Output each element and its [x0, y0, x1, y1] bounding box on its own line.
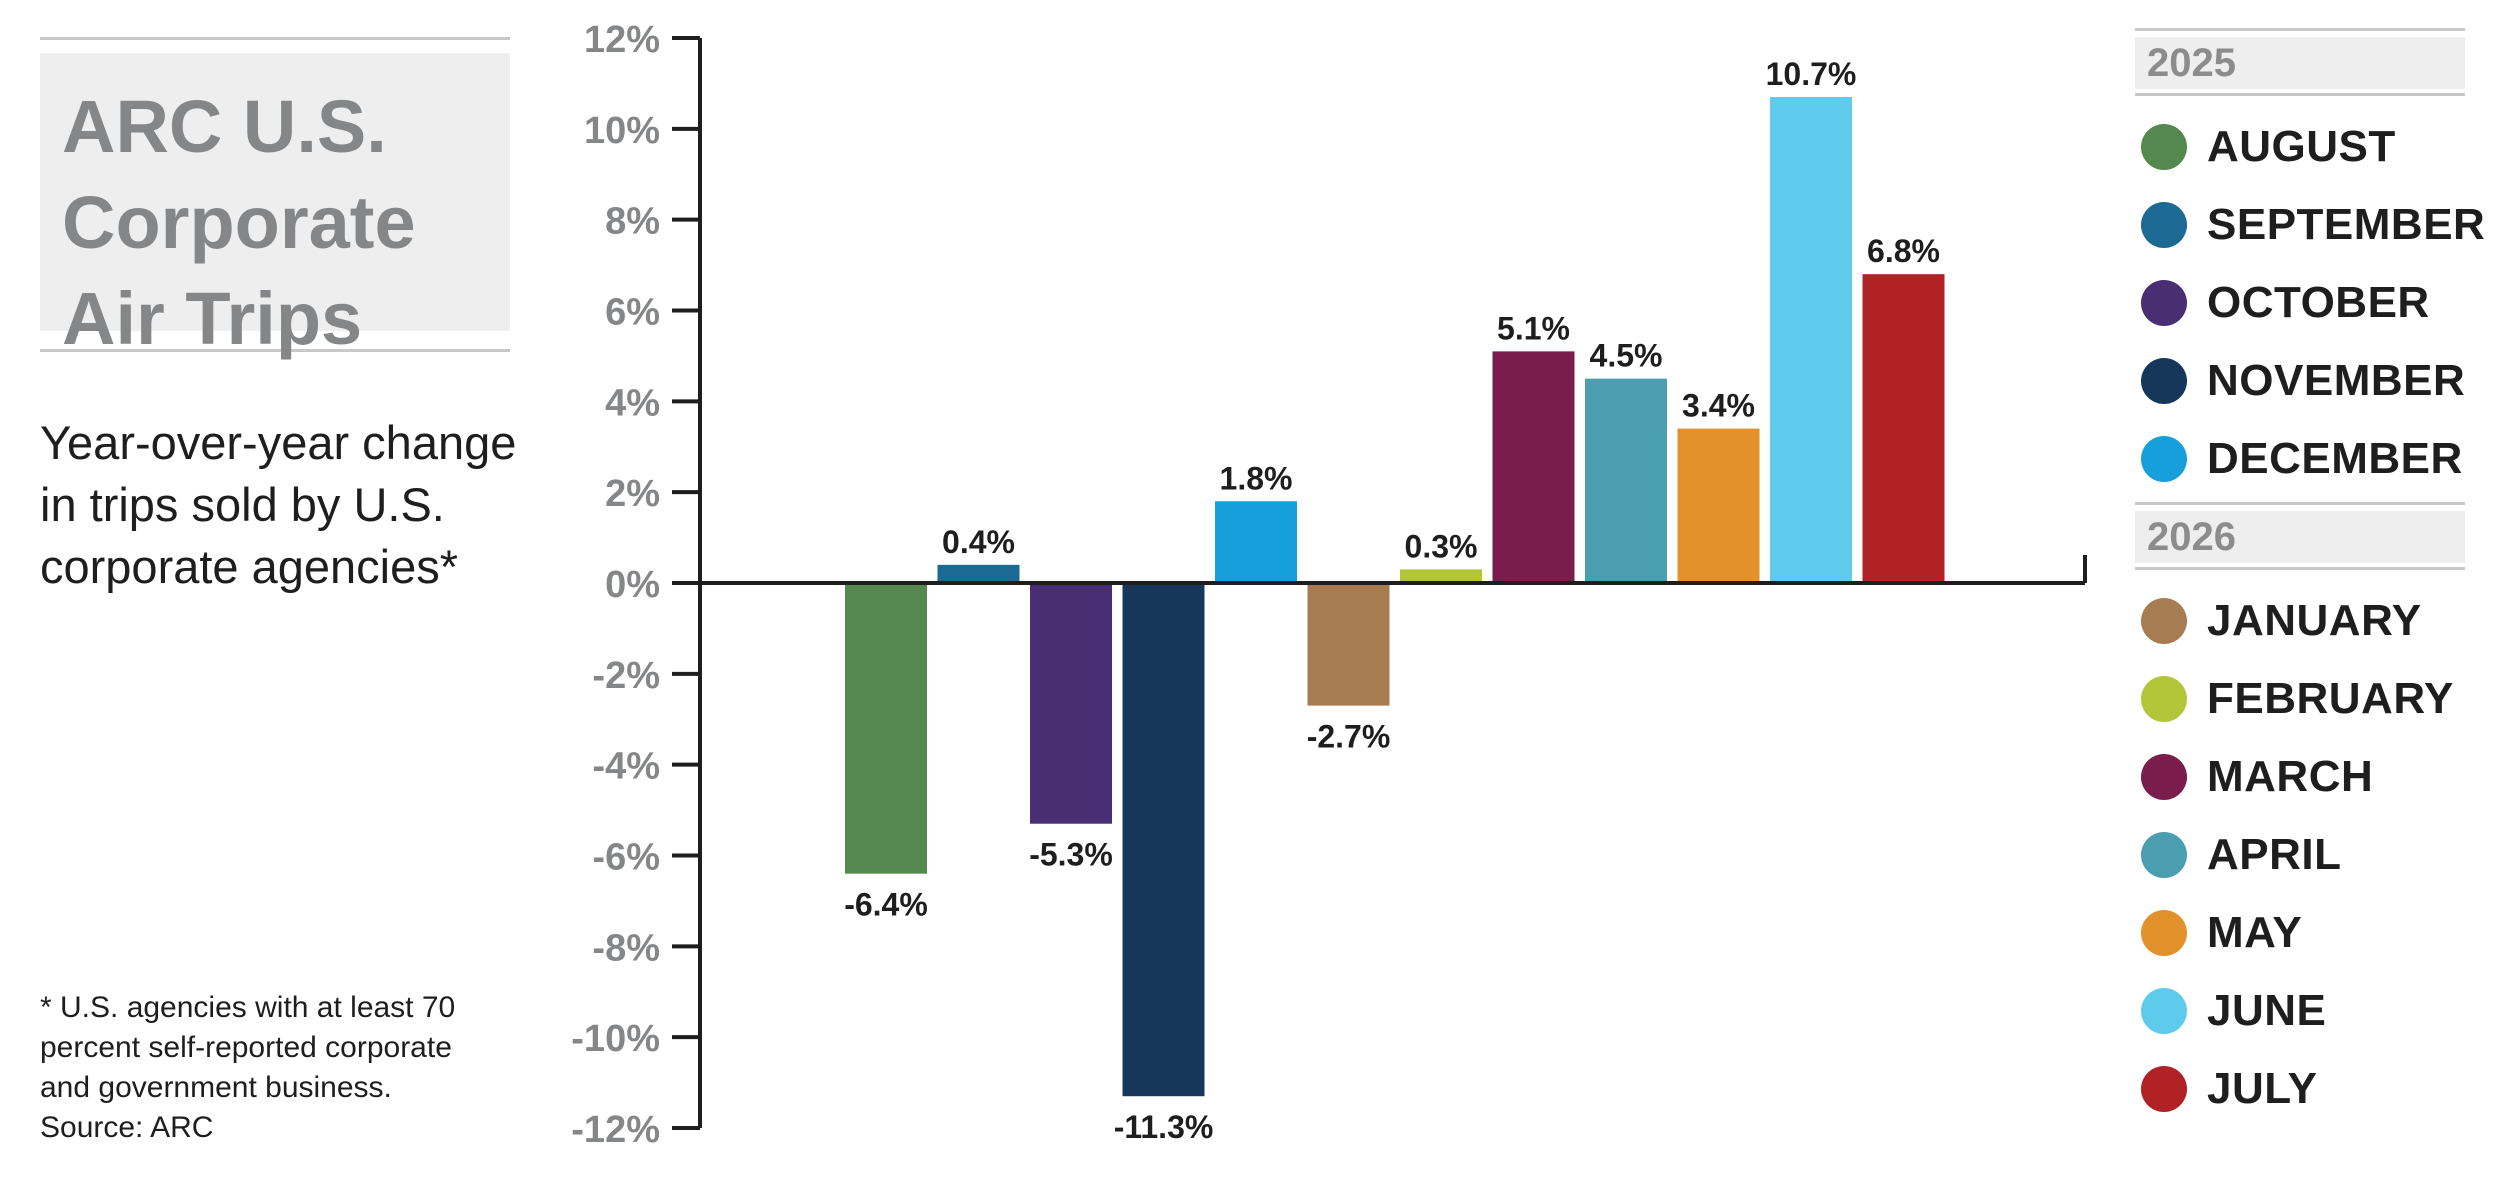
data-label: 6.8%: [1867, 233, 1940, 269]
data-label: -11.3%: [1114, 1109, 1214, 1145]
legend-label: SEPTEMBER: [2207, 200, 2486, 249]
legend-item: JULY: [2135, 1050, 2465, 1128]
legend-item: JUNE: [2135, 972, 2465, 1050]
legend-swatch: [2141, 202, 2187, 248]
footnote: * U.S. agencies with at least 70 percent…: [40, 991, 456, 1144]
legend-swatch: [2141, 598, 2187, 644]
y-tick-label: -4%: [592, 746, 660, 788]
legend-label: APRIL: [2207, 830, 2342, 879]
title-block: ARC U.S. Corporate Air Trips: [40, 37, 510, 360]
data-label: 1.8%: [1220, 460, 1293, 496]
legend-rule: [2135, 93, 2465, 96]
legend-label: FEBRUARY: [2207, 674, 2454, 723]
legend-item: OCTOBER: [2135, 264, 2465, 342]
legend-year: 2026: [2135, 511, 2465, 563]
legend-label: JUNE: [2207, 986, 2327, 1035]
bar-march: [1492, 351, 1575, 583]
legend-label: NOVEMBER: [2207, 356, 2466, 405]
legend-item: APRIL: [2135, 816, 2465, 894]
legend-group-2025: 2025 AUGUST SEPTEMBER OCTOBER NOVEMBER DECEMB…: [2135, 28, 2485, 498]
legend-swatch: [2141, 436, 2187, 482]
data-label: 3.4%: [1682, 388, 1755, 424]
bar-february: [1400, 569, 1482, 583]
data-label: -2.7%: [1307, 719, 1391, 755]
legend-item: FEBRUARY: [2135, 660, 2465, 738]
legend-label: AUGUST: [2207, 122, 2396, 171]
legend-rule: [2135, 502, 2465, 505]
legend-swatch: [2141, 358, 2187, 404]
bar-chart: 12% 10% 8% 6% 4% 2% 0% -2% -4% -6% -8% -10% -12% -6.4…: [571, 19, 2087, 1151]
bar-september: [937, 564, 1020, 583]
title-top-rule: [40, 37, 510, 40]
y-tick-label: 0%: [605, 564, 660, 606]
legend-label: OCTOBER: [2207, 278, 2430, 327]
legend-rule: [2135, 567, 2465, 570]
legend-rule: [2135, 28, 2465, 31]
legend: 2025 AUGUST SEPTEMBER OCTOBER NOVEMBER DECEMB…: [2135, 28, 2485, 1128]
legend-label: JANUARY: [2207, 596, 2422, 645]
y-tick-label: 8%: [605, 201, 660, 243]
legend-year: 2025: [2135, 37, 2465, 89]
legend-label: DECEMBER: [2207, 434, 2463, 483]
data-label: 10.7%: [1766, 56, 1857, 92]
data-label: -6.4%: [844, 887, 928, 923]
bar-august: [845, 583, 927, 874]
legend-label: JULY: [2207, 1064, 2318, 1113]
legend-group-2026: 2026 JANUARY FEBRUARY MARCH APRIL MAY JUNE JULY: [2135, 502, 2465, 1128]
data-label: -5.3%: [1029, 837, 1113, 873]
chart-subtitle: Year-over-year change in trips sold by U…: [40, 416, 517, 593]
bar-may: [1677, 428, 1760, 583]
legend-swatch: [2141, 910, 2187, 956]
y-tick-label: -2%: [592, 655, 660, 697]
y-tick-label: 12%: [584, 19, 660, 61]
legend-item: DECEMBER: [2135, 420, 2465, 498]
y-tick-label: 2%: [605, 473, 660, 515]
y-tick-label: 10%: [584, 110, 660, 152]
legend-label: MARCH: [2207, 752, 2374, 801]
legend-item: MAY: [2135, 894, 2465, 972]
y-tick-label: -12%: [571, 1109, 660, 1151]
chart-title: ARC U.S. Corporate Air Trips: [62, 85, 416, 360]
title-box: ARC U.S. Corporate Air Trips: [40, 53, 510, 360]
y-tick-label: 4%: [605, 382, 660, 424]
legend-swatch: [2141, 124, 2187, 170]
data-label: 0.4%: [942, 524, 1015, 560]
bar-october: [1030, 583, 1112, 824]
legend-swatch: [2141, 1066, 2187, 1112]
y-tick-label: -8%: [592, 927, 660, 969]
bar-april: [1585, 378, 1667, 583]
bar-july: [1862, 274, 1945, 583]
y-tick-label: -6%: [592, 837, 660, 879]
legend-item: NOVEMBER: [2135, 342, 2465, 420]
y-tick-label: 6%: [605, 292, 660, 334]
bar-june: [1770, 97, 1852, 584]
legend-item: SEPTEMBER: [2135, 186, 2485, 264]
legend-swatch: [2141, 988, 2187, 1034]
y-tick-label: -10%: [571, 1018, 660, 1060]
legend-item: MARCH: [2135, 738, 2465, 816]
legend-swatch: [2141, 832, 2187, 878]
bar-january: [1307, 583, 1390, 706]
data-label: 4.5%: [1590, 338, 1663, 374]
legend-swatch: [2141, 280, 2187, 326]
legend-label: MAY: [2207, 908, 2303, 957]
bar-november: [1122, 583, 1205, 1097]
legend-item: JANUARY: [2135, 582, 2465, 660]
legend-swatch: [2141, 676, 2187, 722]
legend-item: AUGUST: [2135, 108, 2465, 186]
data-label: 0.3%: [1405, 528, 1478, 564]
data-label: 5.1%: [1497, 310, 1570, 346]
title-bottom-rule: [40, 349, 510, 352]
bar-december: [1215, 501, 1297, 583]
legend-swatch: [2141, 754, 2187, 800]
